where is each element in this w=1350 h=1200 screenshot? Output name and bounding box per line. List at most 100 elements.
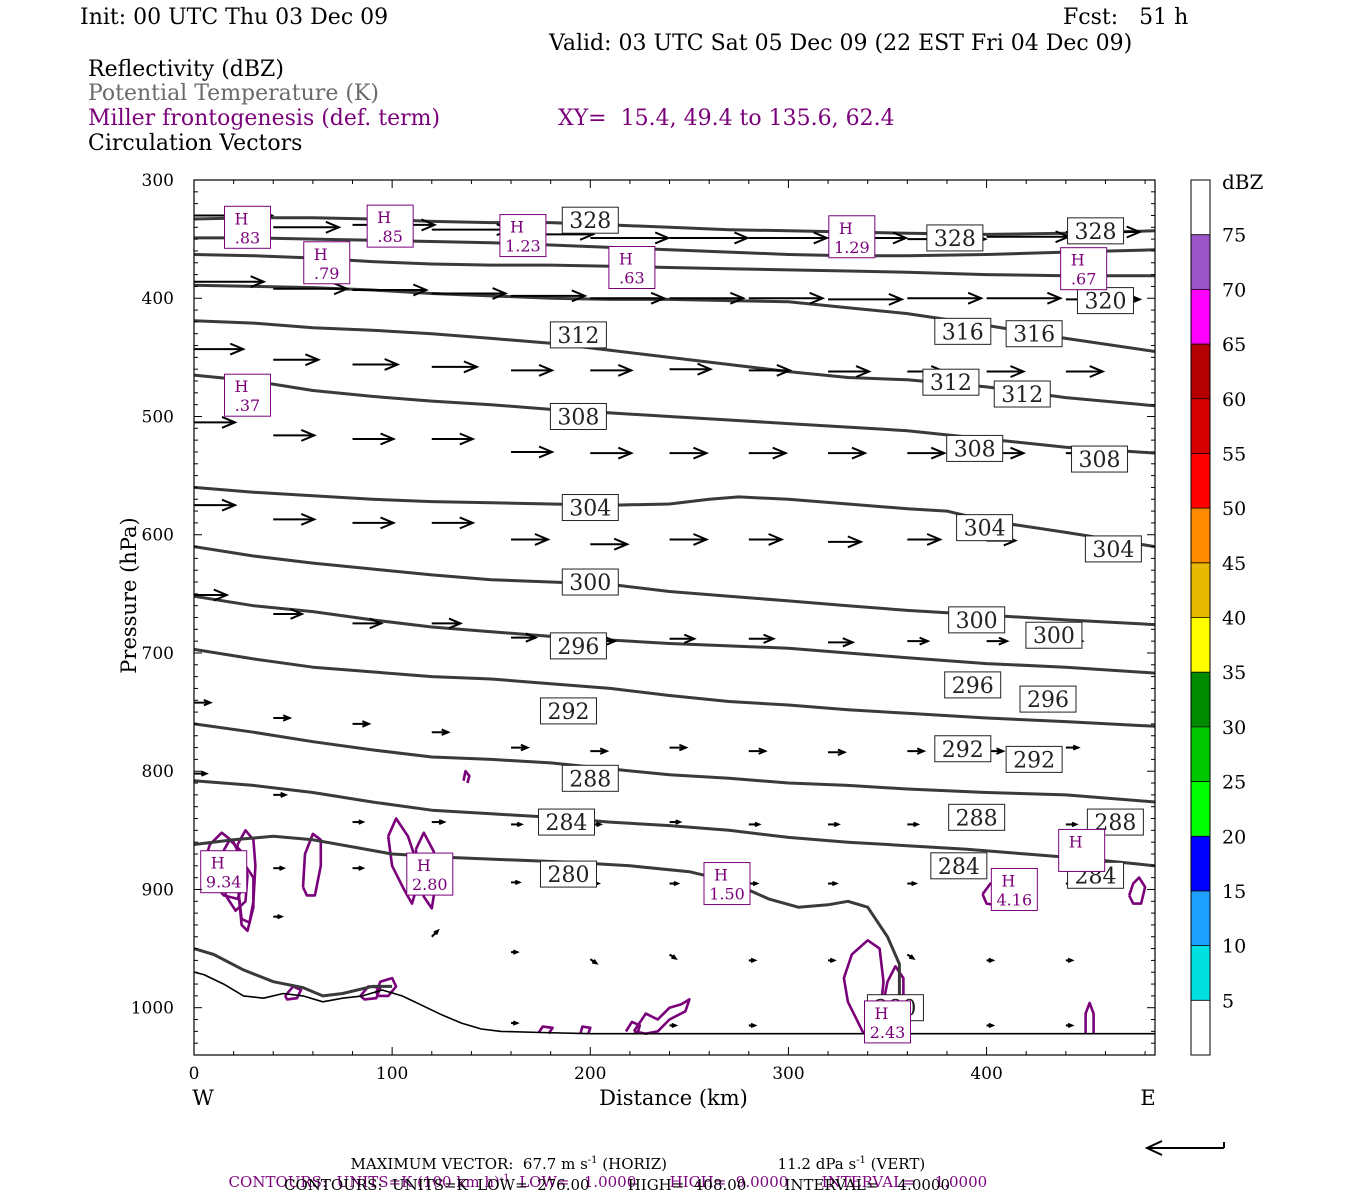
frontogenesis-max-marker: H	[619, 250, 633, 269]
colorbar-label: 5	[1222, 990, 1234, 1012]
colorbar-segment	[1191, 945, 1210, 1001]
circulation-vector	[273, 791, 289, 798]
frontogenesis-contour	[283, 985, 303, 1001]
circulation-vector	[511, 445, 555, 459]
theta-label: 328	[569, 209, 611, 234]
circulation-vector	[352, 283, 429, 297]
theta-label: 284	[546, 811, 588, 836]
circulation-vector	[511, 1020, 520, 1026]
theta-label: 304	[964, 517, 1006, 542]
y-tick-label: 800	[142, 762, 174, 782]
circulation-vector	[907, 821, 921, 828]
circulation-vector	[352, 617, 384, 630]
colorbar-label: 50	[1222, 498, 1246, 520]
theta-label: 316	[1013, 323, 1055, 348]
circulation-vector	[431, 287, 509, 300]
circulation-vector	[828, 293, 905, 306]
theta-label-box	[1084, 535, 1142, 563]
theta-label: 280	[547, 863, 589, 888]
theta-label-box	[956, 514, 1014, 542]
circulation-vector	[194, 588, 230, 602]
colorbar-label: 25	[1222, 772, 1246, 794]
colorbar-segment	[1191, 672, 1210, 727]
theta-label: 304	[569, 497, 611, 522]
frontogenesis-contour	[462, 769, 471, 784]
theta-label: 312	[930, 371, 972, 396]
theta-contour-292	[194, 647, 1155, 728]
circulation-vector	[431, 432, 476, 446]
circulation-vector	[194, 342, 246, 356]
theta-label: 288	[569, 767, 611, 792]
theta-label: 308	[557, 405, 599, 430]
circulation-vector	[273, 914, 285, 920]
theta-label-box	[549, 632, 607, 660]
colorbar-segment	[1191, 344, 1210, 399]
circulation-vector	[273, 608, 305, 620]
circulation-vector	[748, 633, 776, 644]
circulation-vector	[1065, 821, 1079, 828]
frontogenesis-max-marker: H	[510, 218, 524, 237]
frontogenesis-max-box	[828, 215, 876, 259]
circulation-vector	[669, 819, 683, 825]
circulation-vector	[590, 291, 667, 305]
theta-label-box	[934, 317, 992, 345]
circulation-vector	[986, 957, 996, 964]
frontogenesis-max-value: 1.29	[834, 238, 870, 257]
colorbar-segment	[1191, 781, 1210, 837]
frontogenesis-max-value: .83	[235, 228, 260, 247]
y-axis-label: Pressure (hPa)	[117, 517, 141, 673]
theta-contour-300	[194, 545, 1155, 627]
theta-label: 312	[1001, 383, 1043, 408]
circulation-vector	[828, 446, 868, 460]
circulation-vector	[1065, 744, 1081, 751]
theta-label-box	[538, 808, 596, 836]
colorbar-segment	[1191, 180, 1210, 235]
circulation-vector	[828, 880, 839, 887]
frontogenesis-max-box	[223, 205, 271, 249]
circulation-vector	[1065, 1022, 1075, 1029]
circulation-vector	[907, 636, 931, 646]
circulation-vector	[748, 1022, 758, 1029]
frontogenesis-max-marker: H	[839, 219, 853, 238]
circulation-vector	[511, 949, 520, 955]
theta-contour-304	[194, 485, 1155, 549]
theta-label-box	[946, 434, 1004, 462]
circulation-vector	[668, 953, 678, 961]
theta-label: 296	[557, 635, 599, 660]
theta-label: 296	[952, 674, 994, 699]
frontogenesis-max-value: .85	[377, 227, 402, 246]
frontogenesis-max-box	[1058, 828, 1106, 872]
frontogenesis-max-value: .79	[314, 264, 339, 283]
x-tick-label: 300	[772, 1064, 804, 1084]
theta-contour-284	[194, 779, 1155, 868]
theta-label-box	[549, 321, 607, 349]
frontogenesis-contour	[537, 1025, 554, 1035]
circulation-vector	[431, 360, 480, 374]
frontogenesis-max-value: 4.16	[997, 890, 1033, 909]
circulation-vector	[669, 633, 697, 644]
circulation-vector	[431, 516, 476, 530]
frontogenesis-contour	[301, 832, 323, 897]
frontogenesis-max-box	[200, 850, 248, 894]
circulation-vector	[352, 516, 397, 530]
circulation-vector	[828, 365, 872, 378]
frontogenesis-max-box	[499, 214, 547, 258]
circulation-vector	[590, 231, 671, 245]
theta-label-box	[1005, 745, 1063, 773]
circulation-vector	[669, 291, 746, 305]
frontogenesis-max-value: 1.23	[505, 237, 541, 256]
colorbar-label: 45	[1222, 553, 1246, 575]
frontogenesis-max-box	[990, 867, 1038, 911]
circulation-vector	[1065, 957, 1075, 964]
circulation-vector	[748, 446, 789, 460]
frontogenesis-max-marker: H	[1001, 871, 1015, 890]
circulation-vector	[828, 821, 841, 828]
theta-label-box	[539, 697, 597, 725]
theta-label-box	[561, 206, 619, 234]
frontogenesis-max-box	[703, 862, 751, 906]
frontogenesis-max-marker: H	[235, 209, 249, 228]
colorbar-label: 75	[1222, 225, 1246, 247]
theta-label-box	[944, 671, 1002, 699]
theta-label-box	[561, 494, 619, 522]
circulation-vector	[589, 958, 599, 965]
